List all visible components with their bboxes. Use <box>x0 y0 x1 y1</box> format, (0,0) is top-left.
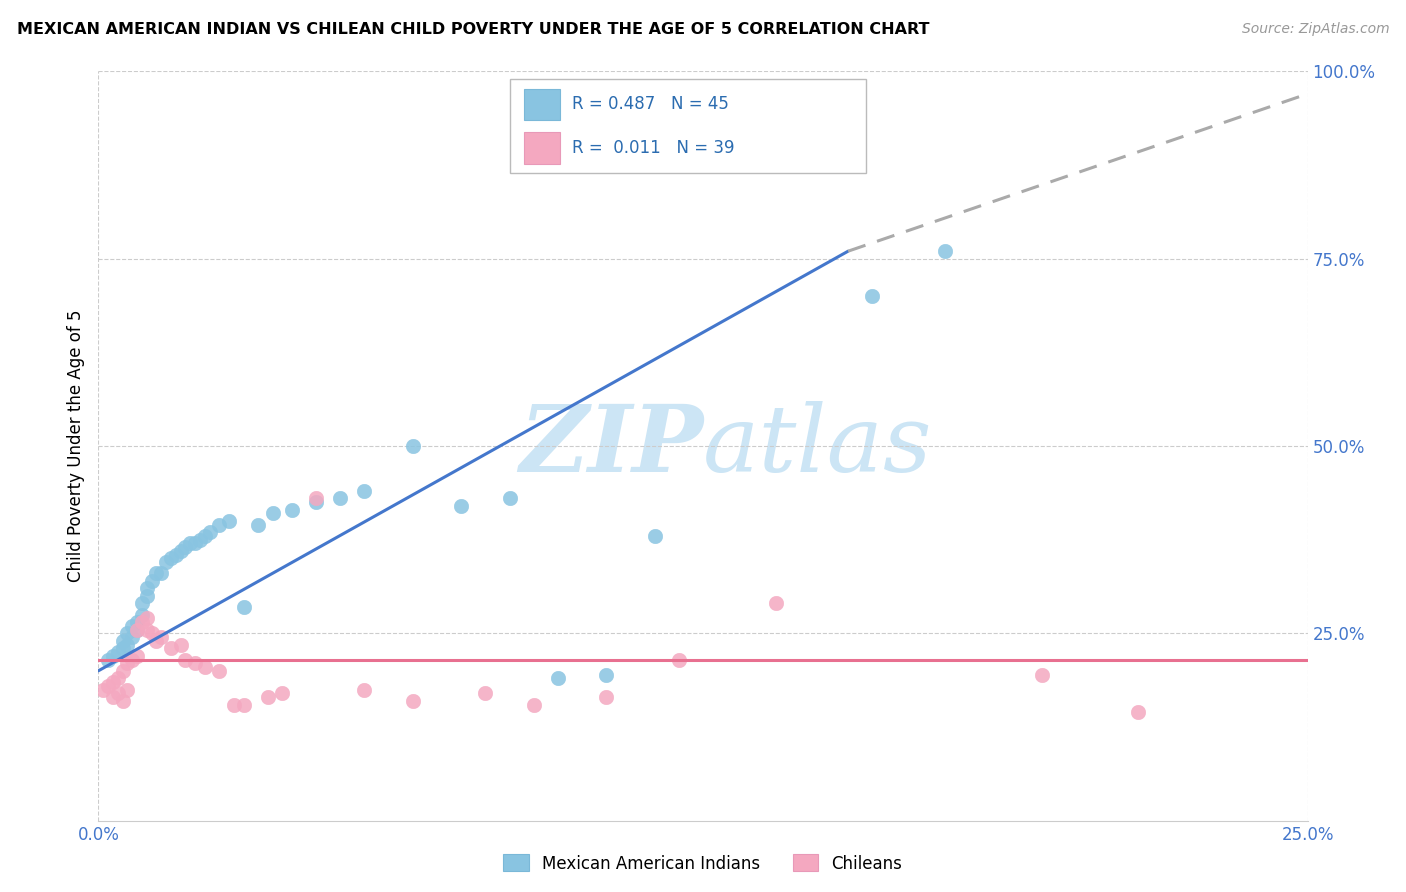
Legend: Mexican American Indians, Chileans: Mexican American Indians, Chileans <box>496 847 910 880</box>
Text: R = 0.487   N = 45: R = 0.487 N = 45 <box>572 95 730 113</box>
Point <box>127 648 149 663</box>
Point <box>208 664 231 678</box>
Point <box>91 682 114 697</box>
Point <box>860 289 883 303</box>
Point <box>101 648 124 663</box>
Point <box>121 630 143 644</box>
Point <box>194 529 217 543</box>
Point <box>135 589 157 603</box>
Point <box>150 566 173 581</box>
Text: Source: ZipAtlas.com: Source: ZipAtlas.com <box>1241 22 1389 37</box>
Point <box>121 652 143 666</box>
Point <box>169 544 191 558</box>
Text: ZIP: ZIP <box>519 401 703 491</box>
Point <box>131 615 153 629</box>
Point <box>160 641 183 656</box>
Point <box>101 690 124 704</box>
Point <box>934 244 956 259</box>
Point <box>97 652 120 666</box>
Point <box>765 596 787 610</box>
Point <box>305 495 328 509</box>
Point <box>107 671 129 685</box>
Point <box>208 517 231 532</box>
Point <box>160 551 183 566</box>
FancyBboxPatch shape <box>509 78 866 172</box>
Point <box>117 657 139 671</box>
Point <box>218 514 240 528</box>
Point <box>198 525 221 540</box>
Point <box>101 675 124 690</box>
Point <box>174 540 197 554</box>
Point <box>188 533 211 547</box>
Point <box>353 682 375 697</box>
Point <box>547 671 569 685</box>
Point <box>150 630 173 644</box>
Point <box>184 657 207 671</box>
Text: R =  0.011   N = 39: R = 0.011 N = 39 <box>572 139 735 157</box>
Point <box>402 439 425 453</box>
Point <box>131 607 153 622</box>
Point <box>1031 667 1053 681</box>
Point <box>305 491 328 506</box>
Point <box>194 660 217 674</box>
Point <box>127 615 149 629</box>
Point <box>97 679 120 693</box>
Point <box>595 690 617 704</box>
Point <box>145 566 167 581</box>
Point <box>262 507 284 521</box>
Point <box>1128 705 1150 719</box>
Point <box>179 536 201 550</box>
Point <box>474 686 496 700</box>
Point <box>256 690 278 704</box>
Point <box>145 633 167 648</box>
Point <box>184 536 207 550</box>
Point <box>131 596 153 610</box>
Text: MEXICAN AMERICAN INDIAN VS CHILEAN CHILD POVERTY UNDER THE AGE OF 5 CORRELATION : MEXICAN AMERICAN INDIAN VS CHILEAN CHILD… <box>17 22 929 37</box>
Point <box>155 555 177 569</box>
Point <box>107 686 129 700</box>
Point <box>117 638 139 652</box>
Point <box>135 582 157 596</box>
Point <box>271 686 294 700</box>
Point <box>107 645 129 659</box>
Point <box>498 491 520 506</box>
Point <box>402 694 425 708</box>
Point <box>135 611 157 625</box>
Point <box>222 698 245 712</box>
Point <box>644 529 666 543</box>
Point <box>135 623 157 637</box>
Point <box>247 517 270 532</box>
Y-axis label: Child Poverty Under the Age of 5: Child Poverty Under the Age of 5 <box>66 310 84 582</box>
Point <box>232 698 254 712</box>
Point <box>111 664 134 678</box>
Point <box>165 548 187 562</box>
Point <box>127 623 149 637</box>
Point <box>121 619 143 633</box>
Point <box>117 682 139 697</box>
Point <box>281 502 304 516</box>
Point <box>353 483 375 498</box>
Point <box>232 600 254 615</box>
Point <box>450 499 472 513</box>
Point <box>595 667 617 681</box>
Point <box>111 694 134 708</box>
Point <box>141 626 163 640</box>
Point <box>127 623 149 637</box>
Point <box>141 574 163 588</box>
Text: atlas: atlas <box>703 401 932 491</box>
Point <box>111 641 134 656</box>
Point <box>329 491 352 506</box>
Point <box>523 698 546 712</box>
Point <box>174 652 197 666</box>
FancyBboxPatch shape <box>524 132 561 163</box>
FancyBboxPatch shape <box>524 88 561 120</box>
Point <box>111 633 134 648</box>
Point <box>668 652 690 666</box>
Point <box>169 638 191 652</box>
Point <box>117 626 139 640</box>
